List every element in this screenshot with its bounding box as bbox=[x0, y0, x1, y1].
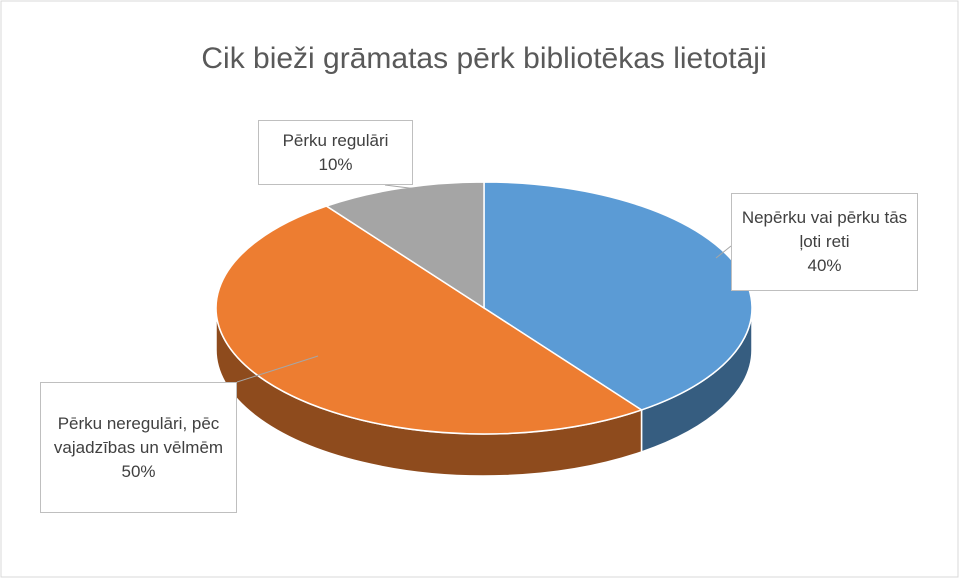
slice bbox=[324, 181, 485, 310]
label-box: Pērku regulāri 10% bbox=[258, 120, 413, 185]
leader-line bbox=[236, 355, 319, 383]
data-label: Nepērku vai pērku tās ļoti reti 40% bbox=[731, 193, 918, 291]
slice-side bbox=[216, 308, 642, 476]
data-label: Pērku neregulāri, pēc vajadzības un vēlm… bbox=[40, 382, 237, 513]
chart-title: Cik bieži grāmatas pērk bibliotēkas liet… bbox=[201, 42, 766, 75]
category-label: Pērku neregulāri, pēc vajadzības un vēlm… bbox=[53, 413, 224, 457]
label-box: Nepērku vai pērku tās ļoti reti 40% bbox=[731, 193, 918, 291]
category-label: Nepērku vai pērku tās ļoti reti bbox=[741, 208, 908, 251]
label-box: Pērku neregulāri, pēc vajadzības un vēlm… bbox=[40, 382, 237, 513]
value-label: 10% bbox=[318, 154, 353, 174]
category-label: Pērku regulāri bbox=[282, 130, 389, 150]
slice bbox=[215, 205, 644, 435]
leader-line bbox=[715, 245, 732, 259]
slice-side bbox=[641, 308, 752, 452]
value-label: 50% bbox=[121, 461, 156, 481]
value-label: 40% bbox=[807, 256, 842, 275]
leader-line bbox=[384, 184, 426, 191]
data-label: Pērku regulāri 10% bbox=[258, 120, 413, 185]
